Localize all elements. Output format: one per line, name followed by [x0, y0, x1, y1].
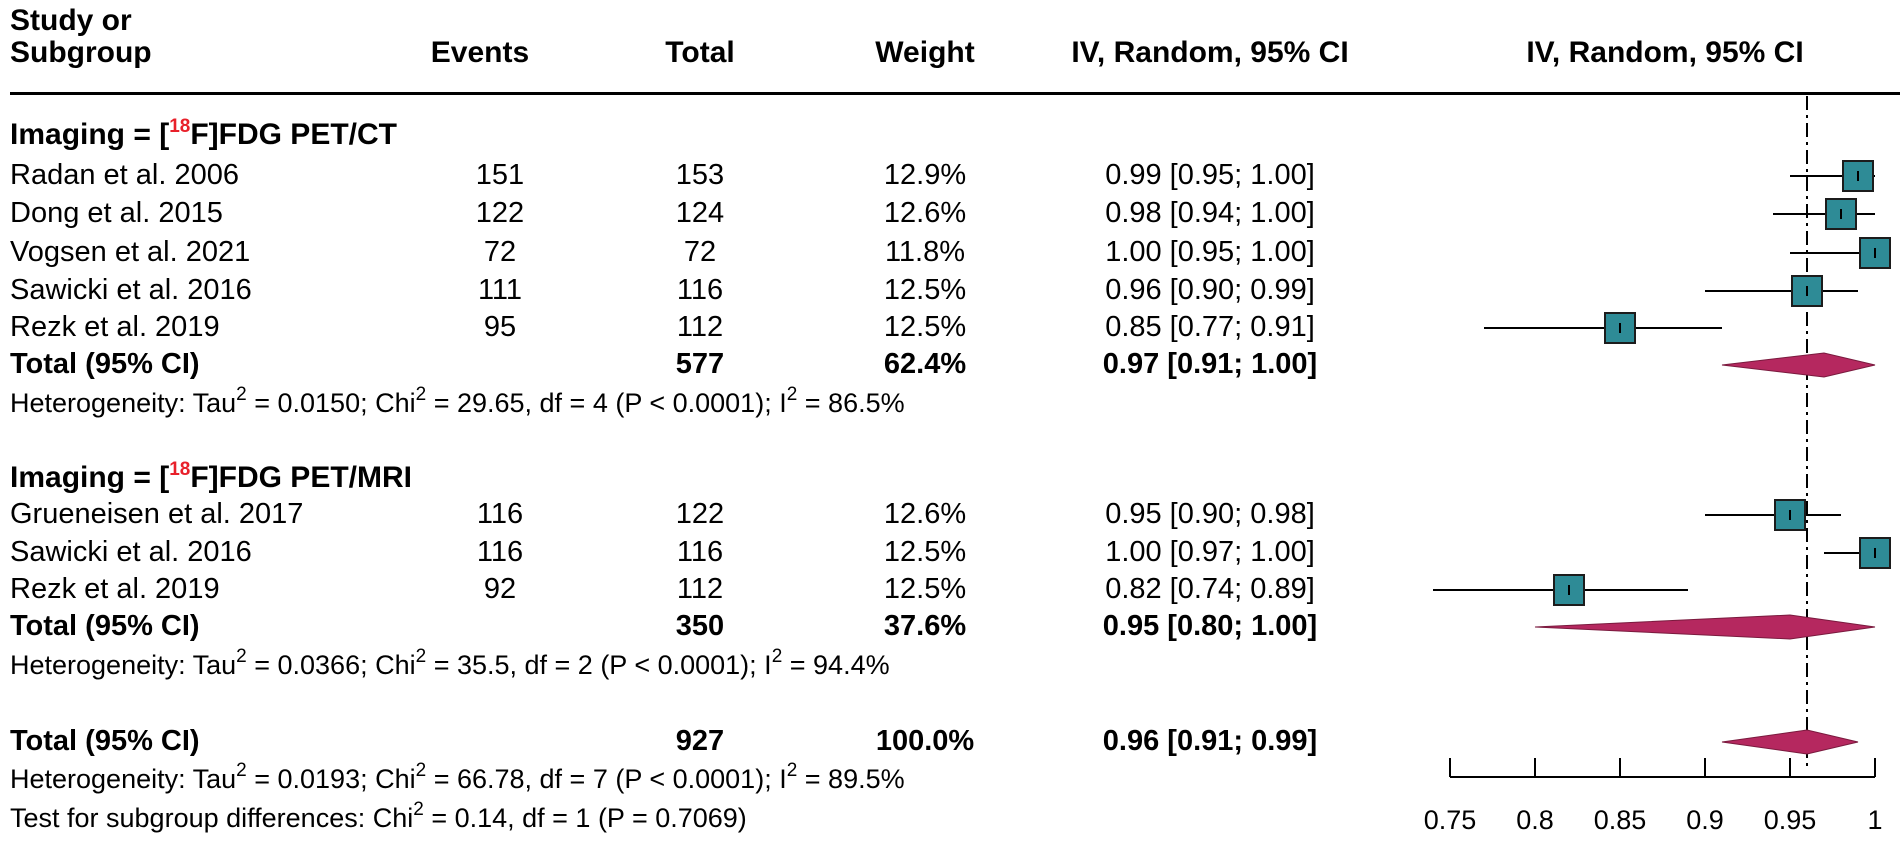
total-cell: 122	[675, 498, 725, 530]
total-cell: 124	[675, 197, 725, 229]
total-cell: 112	[676, 311, 724, 343]
total-n: 350	[675, 610, 725, 642]
header-study-line2: Subgroup	[10, 36, 152, 69]
study-name: Dong et al. 2015	[10, 197, 223, 229]
total-label: Total (95% CI)	[10, 725, 200, 757]
subgroup-title: Imaging = [18F]FDG PET/MRI	[10, 459, 412, 494]
study-name: Rezk et al. 2019	[10, 311, 220, 343]
study-name: Vogsen et al. 2021	[10, 236, 251, 268]
total-weight: 37.6%	[883, 610, 967, 642]
subgroup-title: Imaging = [18F]FDG PET/CT	[10, 116, 397, 151]
heterogeneity-text: Heterogeneity: Tau2 = 0.0150; Chi2 = 29.…	[10, 384, 905, 418]
total-weight: 100.0%	[875, 725, 975, 757]
pooled-diamond	[1721, 729, 1859, 755]
weight-cell: 12.5%	[883, 311, 967, 343]
weight-cell: 12.5%	[883, 536, 967, 568]
study-name: Grueneisen et al. 2017	[10, 498, 304, 530]
events-cell: 151	[475, 159, 525, 191]
events-cell: 95	[483, 311, 517, 343]
ci-cell: 1.00 [0.97; 1.00]	[1105, 536, 1315, 568]
heterogeneity-text: Heterogeneity: Tau2 = 0.0193; Chi2 = 66.…	[10, 760, 905, 794]
ci-cell: 1.00 [0.95; 1.00]	[1105, 236, 1315, 268]
header-ci: IV, Random, 95% CI	[1071, 36, 1349, 69]
x-tick-label: 0.8	[1516, 805, 1554, 835]
ci-cell: 0.98 [0.94; 1.00]	[1105, 197, 1315, 229]
events-cell: 72	[483, 236, 517, 268]
study-square	[1553, 574, 1585, 606]
weight-cell: 11.8%	[884, 236, 966, 268]
study-name: Sawicki et al. 2016	[10, 536, 252, 568]
total-weight: 62.4%	[883, 348, 967, 380]
events-cell: 111	[477, 274, 523, 306]
events-cell: 92	[483, 573, 517, 605]
ci-cell: 0.95 [0.90; 0.98]	[1105, 498, 1315, 530]
total-n: 927	[675, 725, 725, 757]
header-total: Total	[665, 36, 735, 69]
total-cell: 116	[676, 274, 724, 306]
events-cell: 122	[475, 197, 525, 229]
x-tick-label: 0.75	[1424, 805, 1477, 835]
header-weight: Weight	[875, 36, 975, 69]
ci-cell: 0.99 [0.95; 1.00]	[1105, 159, 1315, 191]
header-plot: IV, Random, 95% CI	[1526, 36, 1804, 69]
heterogeneity-text: Heterogeneity: Tau2 = 0.0366; Chi2 = 35.…	[10, 646, 890, 680]
total-label: Total (95% CI)	[10, 610, 200, 642]
study-name: Sawicki et al. 2016	[10, 274, 252, 306]
pooled-diamond	[1534, 614, 1876, 640]
events-cell: 116	[476, 498, 524, 530]
total-cell: 112	[676, 573, 724, 605]
ci-cell: 0.85 [0.77; 0.91]	[1105, 311, 1315, 343]
weight-cell: 12.5%	[883, 274, 967, 306]
total-n: 577	[675, 348, 725, 380]
events-cell: 116	[476, 536, 524, 568]
x-tick-label: 0.9	[1686, 805, 1724, 835]
total-ci: 0.95 [0.80; 1.00]	[1102, 610, 1318, 642]
x-tick-label: 0.95	[1764, 805, 1817, 835]
header-study-line1: Study or	[10, 4, 132, 37]
header-rule	[10, 92, 1900, 95]
weight-cell: 12.9%	[883, 159, 967, 191]
study-name: Radan et al. 2006	[10, 159, 239, 191]
header-events: Events	[430, 36, 530, 69]
weight-cell: 12.5%	[883, 573, 967, 605]
ci-cell: 0.96 [0.90; 0.99]	[1105, 274, 1315, 306]
x-tick-label: 0.85	[1594, 805, 1647, 835]
x-tick-label: 1	[1867, 805, 1882, 835]
total-ci: 0.97 [0.91; 1.00]	[1102, 348, 1318, 380]
pooled-diamond	[1721, 352, 1876, 378]
study-name: Rezk et al. 2019	[10, 573, 220, 605]
subgroup-test-text: Test for subgroup differences: Chi2 = 0.…	[10, 799, 747, 833]
total-cell: 153	[675, 159, 725, 191]
total-label: Total (95% CI)	[10, 348, 200, 380]
weight-cell: 12.6%	[883, 197, 967, 229]
ci-cell: 0.82 [0.74; 0.89]	[1105, 573, 1315, 605]
total-ci: 0.96 [0.91; 0.99]	[1102, 725, 1318, 757]
weight-cell: 12.6%	[883, 498, 967, 530]
total-cell: 116	[676, 536, 724, 568]
total-cell: 72	[683, 236, 717, 268]
